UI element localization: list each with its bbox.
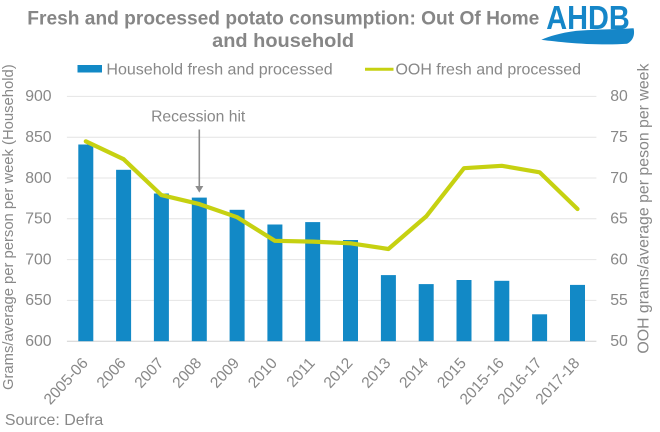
svg-text:75: 75 — [610, 129, 628, 146]
svg-text:600: 600 — [25, 333, 52, 350]
svg-text:65: 65 — [610, 211, 628, 228]
svg-text:750: 750 — [25, 211, 52, 228]
svg-text:50: 50 — [610, 333, 628, 350]
svg-text:OOH fresh and processed: OOH fresh and processed — [396, 62, 582, 79]
svg-text:and household: and household — [212, 30, 354, 52]
svg-text:Source: Defra: Source: Defra — [5, 412, 103, 429]
svg-text:650: 650 — [25, 292, 52, 309]
svg-text:80: 80 — [610, 88, 628, 105]
svg-text:Grams/average per person per w: Grams/average per person per week (House… — [1, 64, 17, 390]
svg-text:60: 60 — [610, 251, 628, 268]
svg-text:850: 850 — [25, 129, 52, 146]
svg-text:900: 900 — [25, 88, 52, 105]
svg-text:70: 70 — [610, 170, 628, 187]
svg-text:800: 800 — [25, 170, 52, 187]
svg-text:OOH grams/average per peson pe: OOH grams/average per peson per week — [636, 64, 653, 354]
svg-text:Household fresh and processed: Household fresh and processed — [106, 62, 332, 79]
svg-text:Fresh and processed potato con: Fresh and processed potato consumption: … — [27, 7, 539, 29]
svg-text:Recession hit: Recession hit — [151, 109, 246, 126]
svg-text:55: 55 — [610, 292, 628, 309]
svg-text:700: 700 — [25, 251, 52, 268]
